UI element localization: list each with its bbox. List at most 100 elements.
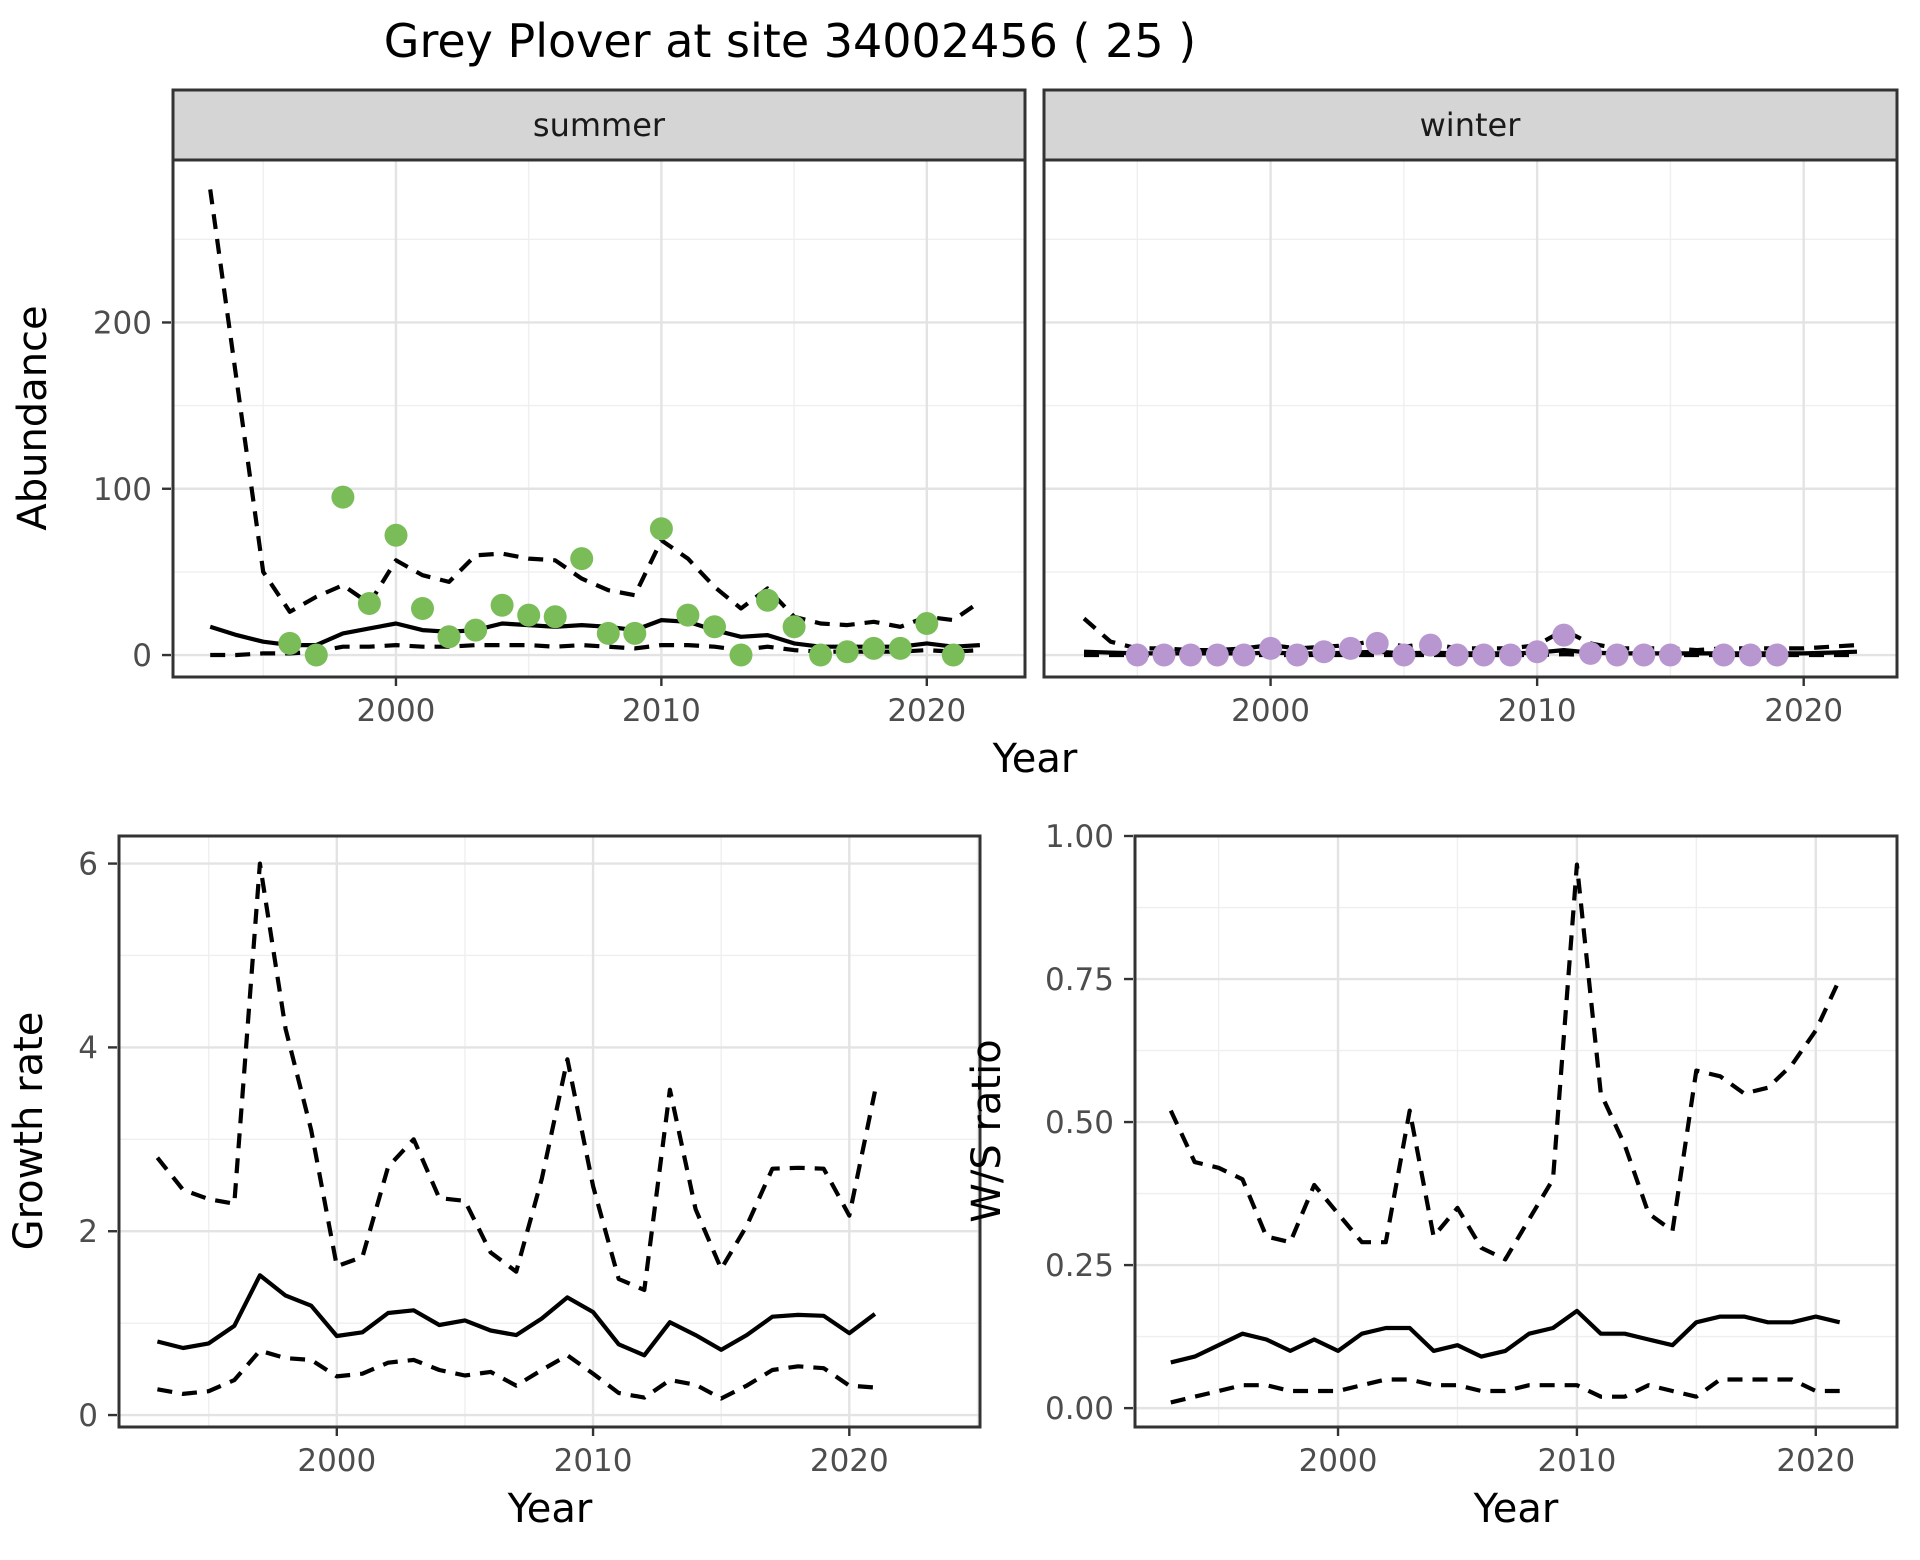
abundance-winter-point: [1179, 643, 1203, 667]
abundance-winter-point: [1232, 643, 1256, 667]
abundance-summer-point: [437, 625, 461, 649]
abundance-summer-point: [570, 547, 594, 571]
growth-rate-lower_ci-line: [157, 1348, 876, 1401]
abundance-winter-point: [1658, 643, 1682, 667]
abundance-summer-point: [835, 640, 859, 664]
abundance-winter-point: [1312, 640, 1336, 664]
abundance-summer-point: [756, 588, 779, 612]
abundance-summer-point: [623, 621, 647, 645]
abundance-summer-point: [941, 643, 965, 667]
abundance-summer-point: [596, 621, 620, 645]
abundance-summer-point: [304, 643, 328, 667]
abundance-winter-point: [1365, 631, 1389, 655]
abundance-winter-panel-background: [1044, 160, 1897, 677]
abundance-winter-point: [1632, 643, 1656, 667]
abundance-winter-point: [1499, 643, 1522, 667]
facet-label-winter: winter: [1420, 106, 1522, 144]
ws-ratio-y-tick-label: 0.25: [1045, 1248, 1114, 1284]
ws-ratio-panel-border: [1133, 834, 1899, 1429]
abundance-summer-lower_ci-line: [210, 642, 981, 658]
ws-ratio-y-tick-label: 0.50: [1045, 1105, 1114, 1141]
abundance-summer-x-tick-label: 2010: [622, 693, 701, 729]
chart-title: Grey Plover at site 34002456 ( 25 ): [384, 14, 1196, 68]
facet-label-summer: summer: [533, 106, 666, 144]
abundance-summer-point: [649, 517, 673, 541]
growth-rate-y-tick-label: 0: [78, 1398, 98, 1434]
abundance-summer-point: [703, 615, 726, 639]
abundance-winter-point: [1579, 641, 1602, 665]
ws-ratio-upper_ci-line: [1168, 862, 1842, 1262]
ws-ratio-y-tick-label: 1.00: [1045, 819, 1114, 855]
abundance-summer-point: [543, 605, 567, 629]
abundance-summer-point: [809, 643, 833, 667]
abundance-summer-point: [915, 612, 939, 635]
ws-ratio-y-tick-label: 0.00: [1045, 1391, 1114, 1427]
x-axis-title-year-top: Year: [992, 736, 1078, 782]
abundance-winter-point: [1605, 643, 1629, 667]
abundance-winter-point: [1712, 643, 1736, 667]
abundance-summer-point: [729, 643, 753, 667]
y-axis-title-abundance: Abundance: [10, 305, 56, 530]
growth-rate-mean-line: [156, 1273, 877, 1358]
abundance-winter-facet-strip: [1042, 88, 1899, 162]
y-axis-title-ws-ratio: W/S ratio: [964, 1039, 1010, 1222]
abundance-winter-point: [1552, 623, 1576, 647]
abundance-summer-point: [384, 523, 408, 547]
growth-rate-panel-border: [117, 834, 982, 1429]
growth-rate-x-tick-label: 2010: [554, 1443, 633, 1479]
abundance-winter-point: [1738, 643, 1762, 667]
ws-ratio-mean-line: [1170, 1308, 1841, 1365]
abundance-summer-point: [464, 618, 488, 642]
abundance-winter-point: [1472, 643, 1496, 667]
abundance-winter-point: [1445, 643, 1469, 667]
growth-rate-upper_ci-line: [155, 861, 877, 1293]
abundance-winter-point: [1285, 643, 1309, 667]
ws-ratio-x-tick-label: 2010: [1537, 1443, 1616, 1479]
ws-ratio-x-tick-label: 2000: [1299, 1443, 1378, 1479]
abundance-summer-point: [490, 593, 514, 617]
ws-ratio-panel-background: [1135, 836, 1897, 1427]
growth-rate-y-tick-label: 2: [78, 1214, 98, 1250]
y-axis-title-growth-rate: Growth rate: [6, 1012, 52, 1251]
growth-rate-y-tick-label: 4: [78, 1030, 98, 1066]
abundance-winter-point: [1392, 643, 1416, 667]
abundance-summer-point: [331, 485, 355, 509]
abundance-summer-y-tick-label: 0: [132, 638, 152, 674]
growth-rate-panel-background: [119, 836, 980, 1427]
abundance-winter-point: [1152, 643, 1176, 667]
growth-rate-x-tick-label: 2020: [810, 1443, 889, 1479]
growth-rate-y-tick-label: 6: [78, 847, 98, 883]
ws-ratio-y-tick-label: 0.75: [1045, 962, 1114, 998]
abundance-winter-x-tick-label: 2000: [1231, 693, 1310, 729]
panels-group: 2000 2010 2020 0 100 200 2000 2010 2020 2000 2010 2…: [78, 88, 1899, 1479]
abundance-summer-facet-strip: [171, 88, 1027, 162]
abundance-summer-point: [411, 597, 434, 620]
abundance-summer-point: [278, 631, 302, 655]
ws-ratio-x-tick-label: 2020: [1776, 1443, 1855, 1479]
abundance-summer-point: [676, 603, 700, 627]
abundance-summer-upper_ci-line: [208, 189, 982, 629]
abundance-summer-point: [517, 603, 541, 627]
abundance-winter-point: [1125, 643, 1149, 667]
abundance-summer-y-tick-label: 200: [93, 305, 152, 341]
abundance-winter-x-tick-label: 2010: [1498, 693, 1577, 729]
abundance-winter-point: [1765, 643, 1789, 667]
abundance-summer-panel-background: [173, 160, 1025, 677]
ws-ratio-lower_ci-line: [1170, 1377, 1840, 1405]
abundance-summer-y-tick-label: 100: [93, 472, 152, 508]
abundance-winter-x-tick-label: 2020: [1764, 693, 1843, 729]
abundance-summer-point: [357, 592, 381, 615]
abundance-summer-x-tick-label: 2000: [357, 693, 436, 729]
abundance-summer-point: [888, 636, 912, 660]
abundance-winter-point: [1525, 640, 1549, 664]
abundance-winter-point: [1339, 636, 1362, 660]
abundance-winter-point: [1419, 633, 1442, 657]
abundance-summer-x-tick-label: 2020: [887, 693, 966, 729]
abundance-winter-point: [1205, 643, 1229, 667]
x-axis-title-year-bottom-right: Year: [1473, 1486, 1559, 1532]
growth-rate-x-tick-label: 2000: [297, 1443, 376, 1479]
x-axis-title-year-bottom-left: Year: [507, 1486, 593, 1532]
abundance-winter-point: [1259, 636, 1283, 660]
